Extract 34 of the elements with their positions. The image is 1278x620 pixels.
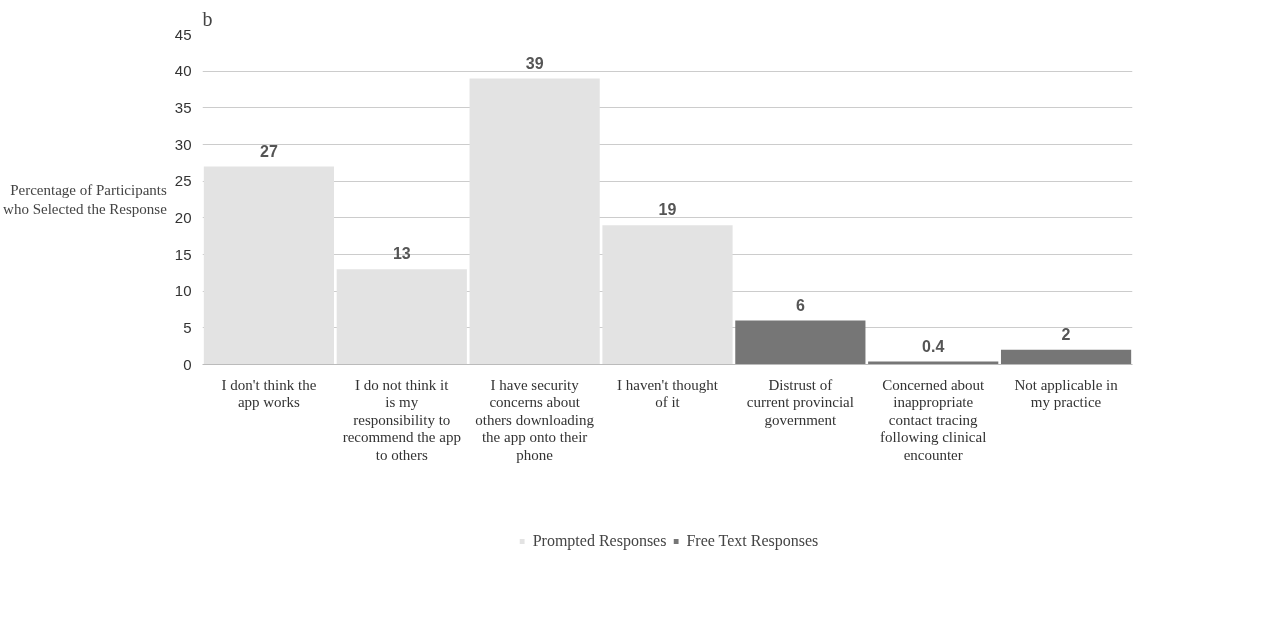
data-label: 27 xyxy=(260,142,278,160)
x-tick-label: I don't think the app works xyxy=(221,376,317,411)
y-tick-label: 40 xyxy=(174,62,192,80)
y-tick-label: 25 xyxy=(174,172,192,190)
data-label: 13 xyxy=(392,245,411,263)
x-tick-label: Not applicable in my practice xyxy=(1014,376,1119,411)
text: b xyxy=(202,7,213,30)
x-tick-label: Distrust of current provincial government xyxy=(746,376,854,428)
y-axis-title: Percentage of Participants who Selected the Response xyxy=(3,181,168,218)
x-tick-label: I haven't thought of it xyxy=(616,376,719,411)
data-label: 2 xyxy=(1061,325,1071,343)
y-tick-label: 5 xyxy=(183,318,192,336)
bar xyxy=(735,320,866,365)
data-label: 39 xyxy=(525,54,544,72)
y-tick-label: 0 xyxy=(183,355,192,373)
bar xyxy=(602,225,733,365)
y-tick-label: 20 xyxy=(174,208,192,226)
data-label: 0.4 xyxy=(922,337,945,355)
bar xyxy=(336,269,467,365)
bar xyxy=(203,166,335,365)
bar xyxy=(1000,349,1132,365)
y-tick-label: 45 xyxy=(174,25,192,43)
x-tick-label: Concerned about inappropriate contact tracing following clinical encounter xyxy=(880,376,987,463)
bar xyxy=(469,78,600,365)
y-tick-label: 10 xyxy=(174,282,192,300)
y-tick-label: 35 xyxy=(174,98,192,116)
x-tick-label: I do not think it is my responsibility to recommend the app to others xyxy=(342,376,461,463)
x-tick-label: I have security concerns about others downloading the app onto their phone xyxy=(475,376,595,463)
y-tick-label: 15 xyxy=(174,245,192,263)
data-label: 19 xyxy=(658,201,677,219)
legend-label: Free Text Responses xyxy=(686,532,819,550)
legend-label: Prompted Responses xyxy=(532,532,667,550)
y-tick-label: 30 xyxy=(174,135,192,153)
data-label: 6 xyxy=(795,296,805,314)
